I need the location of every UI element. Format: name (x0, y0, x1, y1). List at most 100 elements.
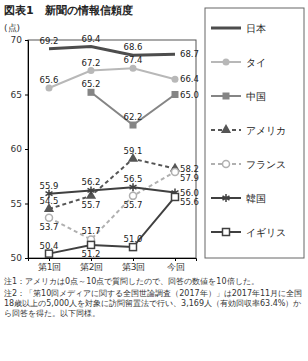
data-point (172, 91, 179, 98)
data-label: 67.2 (82, 58, 101, 68)
data-label: 55.6 (180, 197, 199, 207)
x-tick-label: 第1回 (38, 262, 62, 272)
y-tick-label: 60 (11, 144, 23, 154)
plot-frame (28, 40, 196, 258)
legend-label: アメリカ (246, 125, 286, 136)
data-label: 57.9 (180, 173, 199, 183)
data-label: 59.1 (124, 146, 143, 156)
data-point (46, 84, 53, 91)
data-point (172, 193, 179, 200)
note-line: 18歳以上の5,000人を対象に訪問留置法で行い、3,169人（有効回収率63.… (4, 299, 301, 308)
data-label: 65.0 (180, 90, 199, 100)
data-label: 55.9 (40, 181, 59, 191)
note: 注2：「第10回メディアに関する全国世論調査（2017年）」は2017年11月に… (4, 289, 302, 318)
y-tick: 55 (11, 199, 28, 209)
x-tick-mark (133, 258, 134, 261)
data-point (130, 65, 137, 72)
data-label: 54.5 (40, 196, 59, 206)
data-labels: 69.265.655.954.553.750.469.467.265.256.2… (40, 34, 199, 259)
data-label: 69.4 (82, 34, 101, 44)
data-point (88, 67, 95, 74)
series-line (91, 92, 175, 125)
y-axis: 50 55 60 65 70 (11, 35, 29, 263)
data-label: 68.6 (124, 42, 143, 52)
legend-marker (223, 59, 230, 66)
legend-line (211, 27, 241, 30)
data-point (130, 244, 137, 251)
data-point (172, 76, 179, 83)
x-tick-mark (175, 258, 176, 261)
data-point (130, 183, 137, 191)
data-label: 51.0 (124, 234, 143, 244)
y-tick-mark (25, 149, 28, 150)
legend-entry: 中国 (211, 91, 266, 102)
data-label: 51.2 (82, 249, 101, 259)
data-point (130, 192, 137, 199)
legend-entry: フランス (211, 159, 286, 170)
legend-label: フランス (246, 159, 286, 170)
data-label: 50.4 (40, 241, 59, 251)
legend: 日本タイ中国アメリカフランス韓国イギリス (205, 8, 304, 258)
note: 注1：アメリカは0点～10点で質問したので、回答の数値を10倍した。 (4, 277, 259, 286)
y-tick: 70 (11, 35, 28, 45)
legend-entry: タイ (211, 57, 266, 68)
legend-label: タイ (246, 57, 266, 68)
legend-label: 中国 (246, 91, 266, 102)
series-line (49, 47, 175, 56)
x-tick: 第2回 (80, 258, 104, 272)
chart: 図表1 新聞の情報信頼度 (点) 50 55 60 65 70 第1回 第2回 第3回 今回 69.2… (0, 0, 308, 361)
data-point (46, 250, 53, 257)
legend-entry: アメリカ (211, 124, 286, 136)
legend-marker (223, 93, 230, 100)
x-tick-label: 今回 (167, 262, 185, 272)
series-line (49, 68, 175, 88)
y-tick: 50 (11, 253, 28, 263)
y-axis-line (25, 41, 29, 259)
legend-entry: 韓国 (211, 193, 266, 204)
legend-label: 日本 (246, 23, 266, 34)
x-tick: 今回 (167, 258, 185, 272)
data-label: 55.7 (82, 200, 101, 210)
series-line (49, 197, 175, 254)
series-line (49, 187, 175, 194)
x-tick-label: 第3回 (122, 262, 146, 272)
note-line: 注2：「第10回メディアに関する全国世論調査（2017年）」は2017年11月に… (4, 289, 302, 298)
data-label: 66.4 (180, 74, 199, 84)
y-axis-label: (点) (4, 23, 20, 33)
data-point (88, 186, 95, 194)
plot-marks (44, 47, 180, 258)
legend-marker (221, 124, 231, 133)
data-label: 56.2 (82, 177, 101, 187)
data-label: 68.7 (180, 49, 199, 59)
legend-label: イギリス (246, 227, 286, 238)
y-tick-mark (25, 40, 28, 41)
data-point (172, 168, 179, 175)
data-point (46, 214, 53, 221)
data-label: 65.6 (40, 75, 59, 85)
y-tick: 60 (11, 144, 28, 154)
legend-marker (223, 194, 230, 202)
data-label: 51.7 (82, 226, 101, 236)
x-tick-mark (49, 258, 50, 261)
data-label: 69.2 (40, 36, 59, 46)
y-tick-label: 70 (11, 35, 23, 45)
x-tick: 第3回 (122, 258, 146, 272)
title: 図表1 新聞の情報信頼度 (4, 4, 133, 17)
legend-marker (223, 161, 230, 168)
legend-marker (223, 229, 230, 236)
y-tick-mark (25, 204, 28, 205)
y-tick: 65 (11, 90, 28, 100)
data-label: 56.5 (124, 174, 143, 184)
y-tick-mark (25, 258, 28, 259)
data-label: 67.4 (124, 55, 143, 65)
data-label: 62.2 (124, 112, 143, 122)
data-label: 55.7 (124, 200, 143, 210)
legend-box (205, 8, 304, 258)
x-tick: 第1回 (38, 258, 62, 272)
data-point (88, 89, 95, 96)
note-line: 注1：アメリカは0点～10点で質問したので、回答の数値を10倍した。 (4, 277, 259, 286)
x-tick-label: 第2回 (80, 262, 104, 272)
series-line (49, 159, 175, 209)
x-axis: 第1回 第2回 第3回 今回 (29, 258, 197, 272)
series-line (49, 172, 175, 240)
